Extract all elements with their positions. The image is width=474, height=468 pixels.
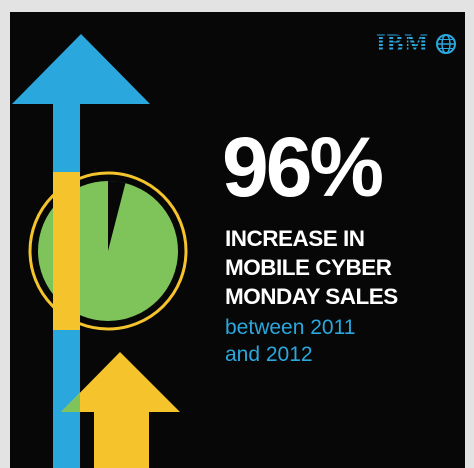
stat-caption-line-1: INCREASE IN	[225, 224, 398, 253]
stat-value: 96%	[222, 122, 381, 212]
yellow-arrow-shaft	[94, 410, 149, 468]
pie-shaft-overlap	[53, 172, 80, 330]
stat-caption: INCREASE IN MOBILE CYBER MONDAY SALES	[225, 224, 398, 311]
stat-note: between 2011 and 2012	[225, 314, 355, 368]
blue-arrow-head	[12, 34, 150, 104]
stat-note-line-1: between 2011	[225, 314, 355, 341]
stat-caption-line-2: MOBILE CYBER	[225, 253, 398, 282]
stat-note-line-2: and 2012	[225, 341, 355, 368]
ibm-logo-text: IBM	[376, 30, 429, 58]
infographic-card: IBM 96% INCREASE IN MOBILE CYBER MONDAY …	[10, 12, 465, 468]
globe-icon	[435, 33, 457, 55]
stat-caption-line-3: MONDAY SALES	[225, 282, 398, 311]
ibm-logo: IBM	[376, 30, 457, 58]
